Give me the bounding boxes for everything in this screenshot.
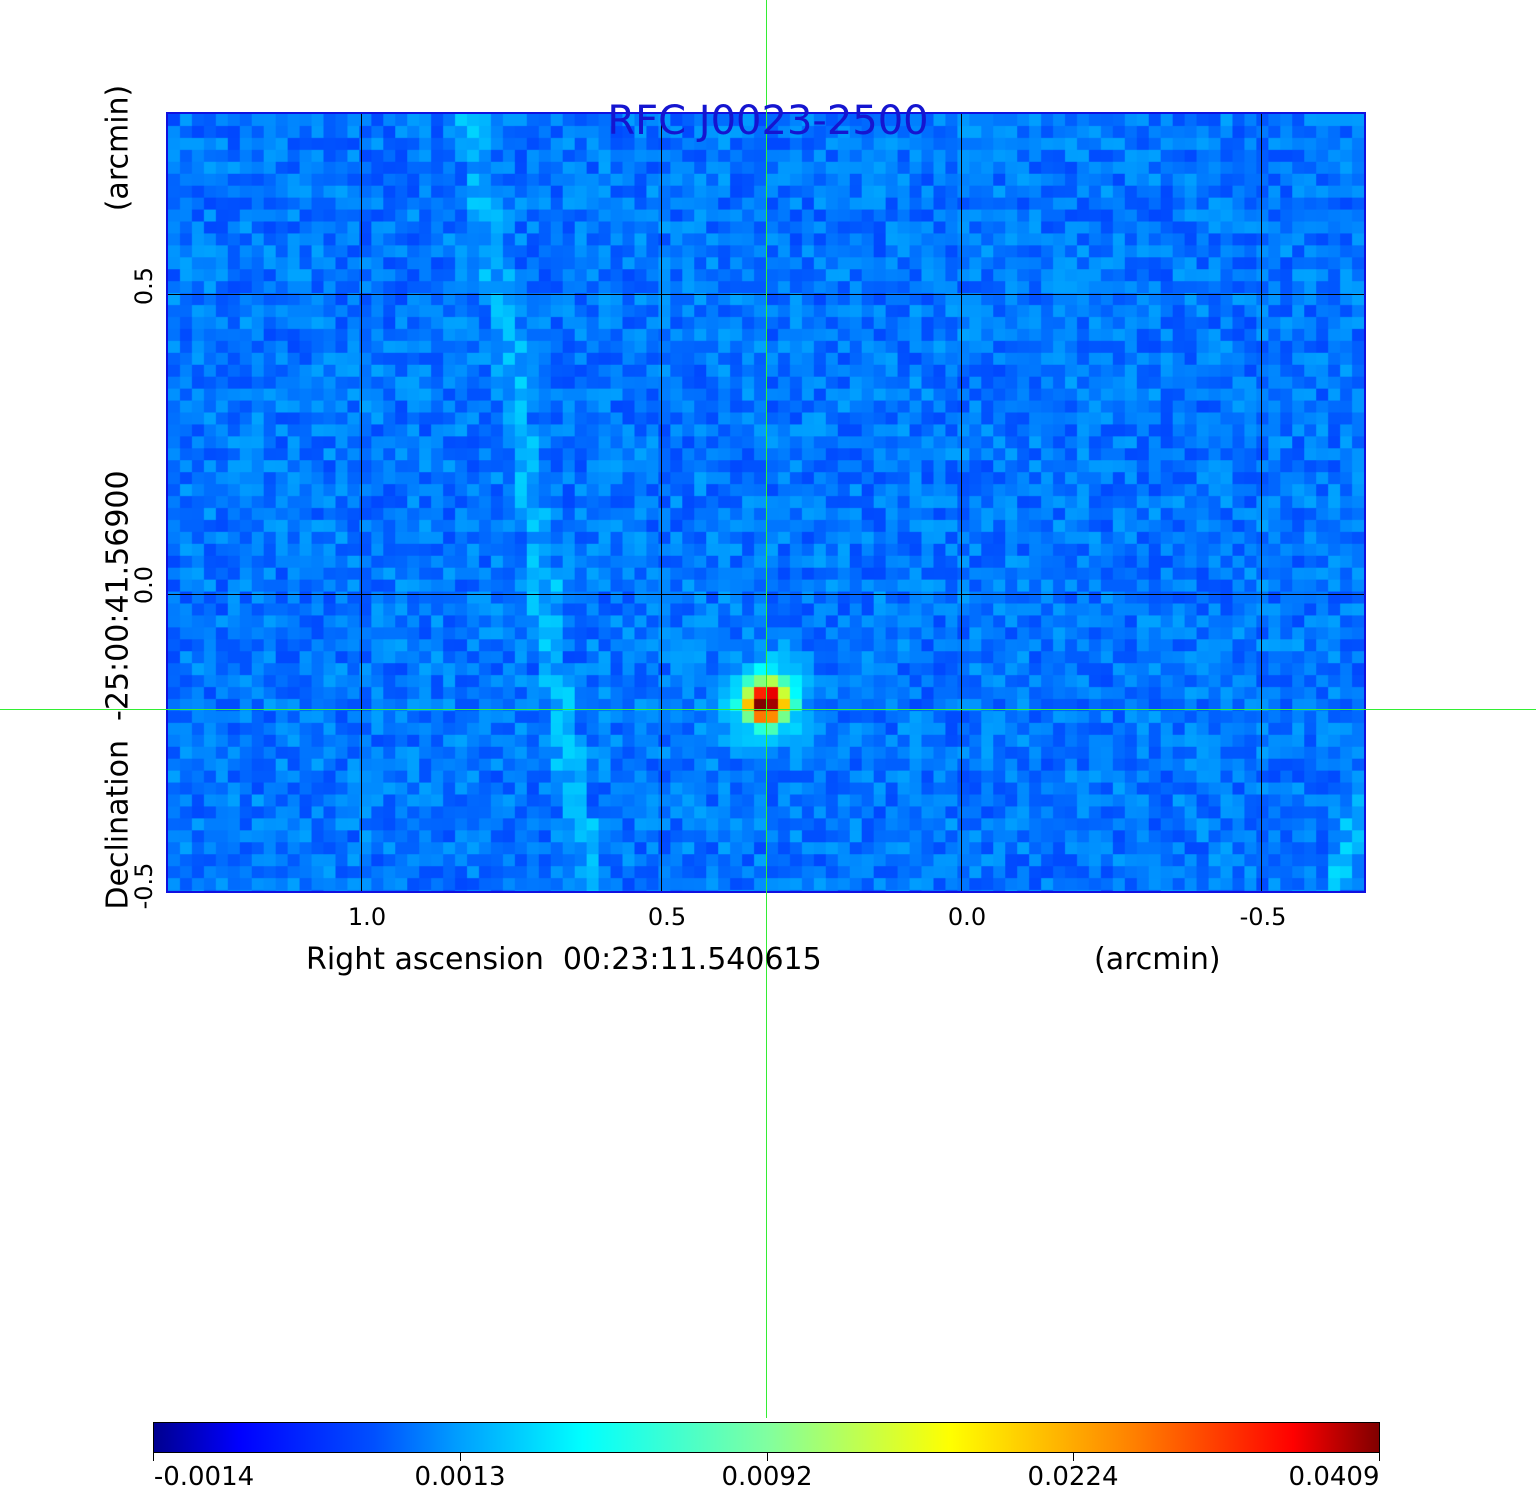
plot-title: RFC J0023-2500 <box>607 98 929 144</box>
y-tick-label: 0.5 <box>130 266 158 306</box>
colorbar-tick <box>153 1453 154 1461</box>
colorbar-tick <box>1379 1453 1380 1461</box>
y-axis-label: Declination -25:00:41.56900 <box>100 470 136 910</box>
x-tick-label: 0.0 <box>947 903 987 931</box>
x-tick-label: -0.5 <box>1239 903 1287 931</box>
x-axis-unit: (arcmin) <box>1094 942 1221 977</box>
colorbar <box>153 1422 1380 1453</box>
colorbar-tick-label: 0.0409 <box>1288 1462 1380 1492</box>
grid-line-ra-0.0 <box>961 114 962 891</box>
crosshair-horizontal <box>0 709 1536 710</box>
colorbar-tick-label: 0.0013 <box>414 1462 506 1492</box>
colorbar-tick-label: -0.0014 <box>153 1462 255 1492</box>
colorbar-tick <box>1073 1453 1074 1461</box>
colorbar-tick-label: 0.0224 <box>1027 1462 1119 1492</box>
colorbar-tick <box>460 1453 461 1461</box>
x-tick-label: 0.5 <box>647 903 687 931</box>
colorbar-tick <box>767 1453 768 1461</box>
x-axis-label: Right ascension 00:23:11.540615 <box>306 942 822 977</box>
y-axis-unit: (arcmin) <box>100 84 136 212</box>
x-tick-label: 1.0 <box>347 903 387 931</box>
grid-line-ra-1.0 <box>361 114 362 891</box>
grid-line-ra-0.5 <box>661 114 662 891</box>
colorbar-tick-label: 0.0092 <box>721 1462 813 1492</box>
grid-line-ra-minus-0.5 <box>1261 114 1262 891</box>
